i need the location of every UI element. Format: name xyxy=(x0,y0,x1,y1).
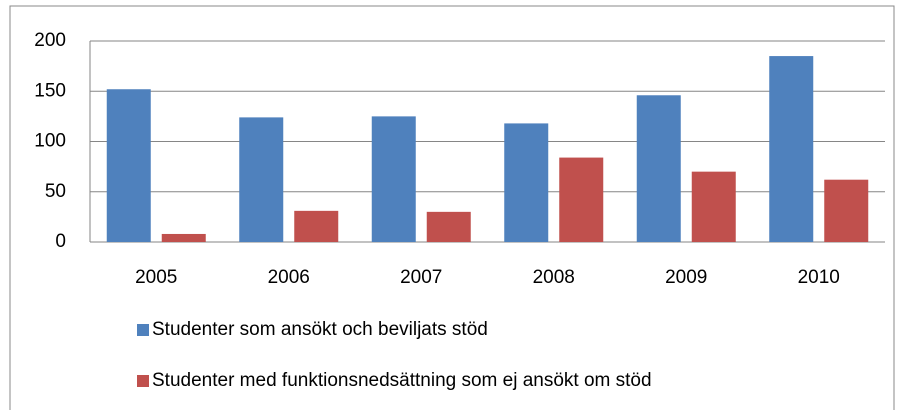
bar xyxy=(239,117,284,242)
legend-label: Studenter med funktionsnedsättning som e… xyxy=(152,370,652,391)
x-tick-label: 2007 xyxy=(400,267,442,288)
y-tick-label: 0 xyxy=(55,231,66,252)
legend-swatch xyxy=(137,375,149,387)
x-tick-label: 2005 xyxy=(135,267,177,288)
bar xyxy=(636,95,681,243)
bar xyxy=(691,171,736,242)
bar xyxy=(294,210,339,242)
bar xyxy=(559,157,604,242)
y-tick-label: 200 xyxy=(34,30,66,51)
bar xyxy=(371,116,416,242)
y-tick-label: 150 xyxy=(34,80,66,101)
bar xyxy=(426,211,471,242)
y-tick-label: 100 xyxy=(34,131,66,152)
legend-label: Studenter som ansökt och beviljats stöd xyxy=(152,319,488,340)
legend-swatch xyxy=(137,324,149,336)
bar xyxy=(106,89,151,243)
x-tick-label: 2006 xyxy=(268,267,310,288)
x-tick-label: 2010 xyxy=(798,267,840,288)
bar xyxy=(504,123,549,242)
bar xyxy=(769,56,814,243)
x-tick-label: 2009 xyxy=(665,267,707,288)
chart-border xyxy=(9,5,895,410)
x-tick-label: 2008 xyxy=(533,267,575,288)
bar xyxy=(161,233,206,242)
y-tick-label: 50 xyxy=(45,181,66,202)
bar xyxy=(824,179,869,242)
